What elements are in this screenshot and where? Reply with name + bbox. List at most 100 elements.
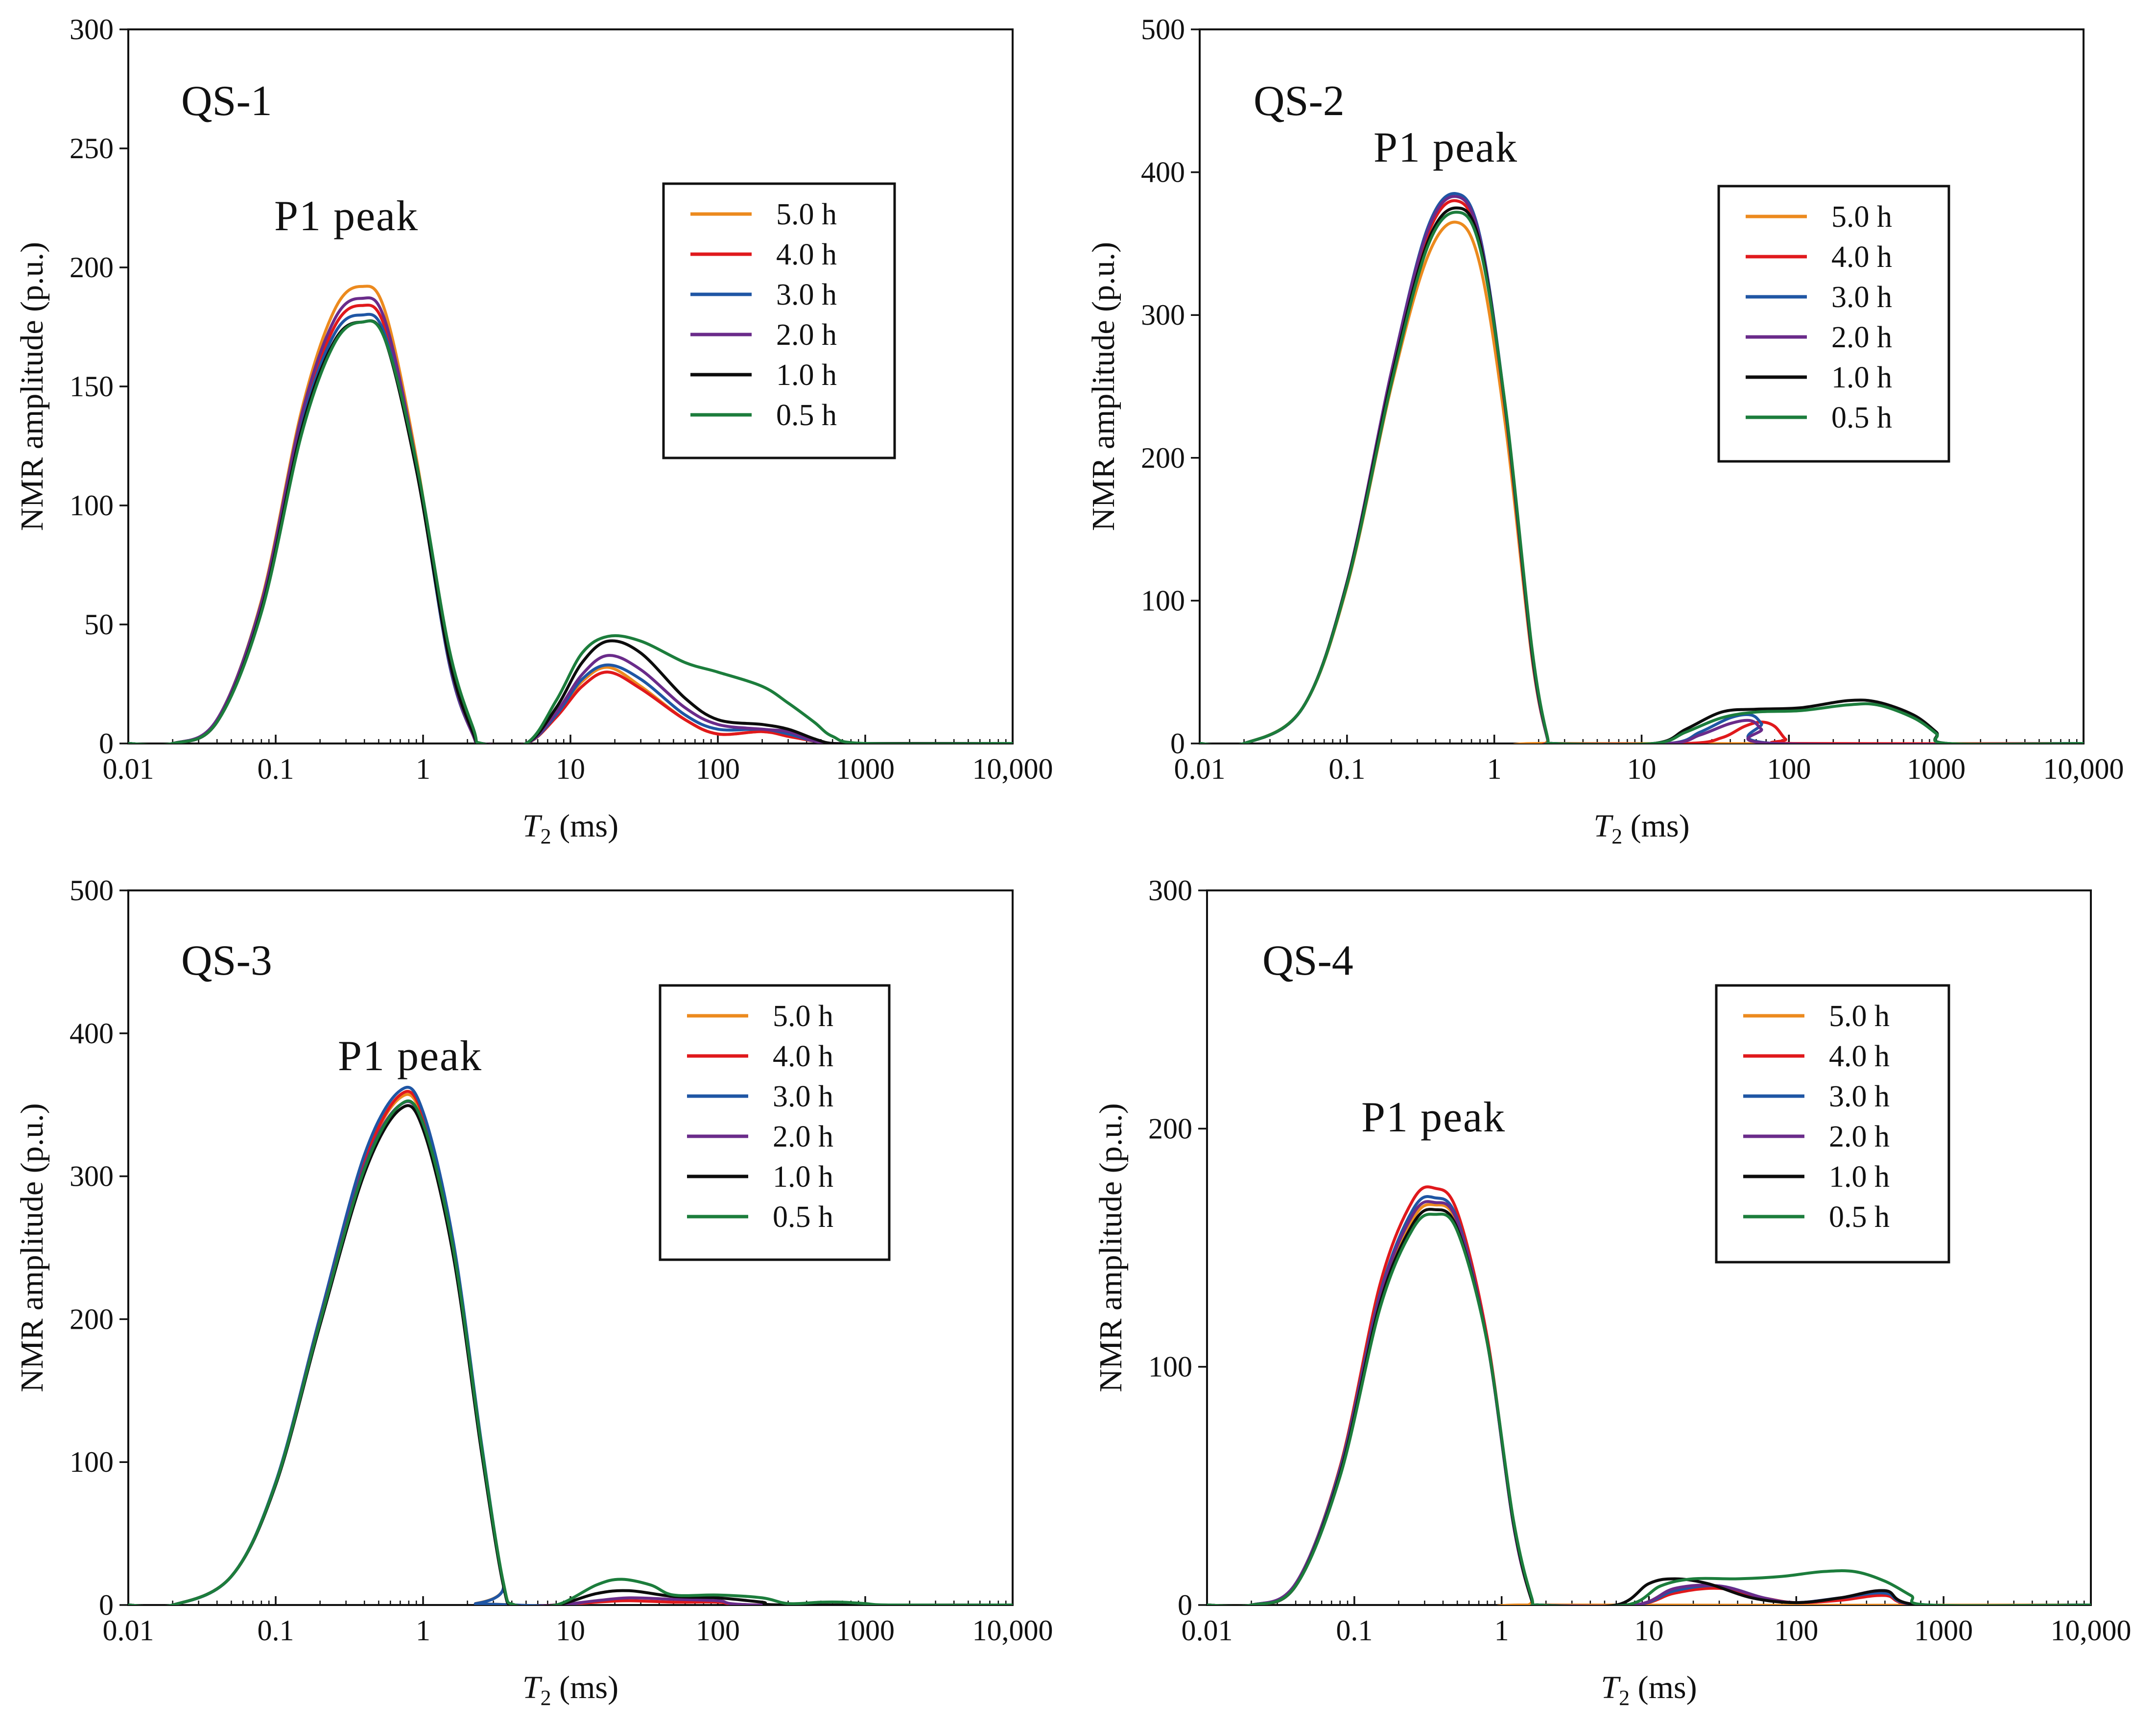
legend-label: 3.0 h <box>776 278 837 311</box>
legend-label: 0.5 h <box>773 1200 833 1234</box>
legend-label: 1.0 h <box>773 1160 833 1194</box>
x-tick-label: 100 <box>1774 1614 1818 1647</box>
y-tick-label: 50 <box>84 608 114 641</box>
x-axis-label-subscript: 2 <box>1619 1686 1630 1710</box>
y-tick-label: 0 <box>99 1589 114 1621</box>
series-lines <box>128 285 1013 743</box>
x-tick-label: 1000 <box>836 1614 895 1647</box>
x-tick-label: 10 <box>1635 1614 1664 1647</box>
x-tick-label: 0.01 <box>103 753 154 785</box>
y-tick-label: 200 <box>1141 442 1185 474</box>
legend-label: 5.0 h <box>1831 200 1892 234</box>
series-line-30h <box>1200 192 2084 743</box>
y-tick-label: 200 <box>70 1303 114 1335</box>
x-tick-label: 100 <box>696 1614 740 1647</box>
legend: 5.0 h 4.0 h 3.0 h 2.0 h 1.0 h 0.5 h <box>659 984 891 1261</box>
legend-label: 1.0 h <box>1831 361 1892 394</box>
legend-label: 3.0 h <box>1829 1080 1890 1113</box>
y-tick-label: 400 <box>70 1017 114 1050</box>
chart-panel-qs-2: 0.01 0.1 1 10 100 1000 10,000 0 100 200 300 400 500 T… <box>1086 13 2124 848</box>
panel-title: QS-4 <box>1262 937 1353 984</box>
x-axis-label-unit: (ms) <box>551 808 618 844</box>
y-tick-label: 500 <box>70 874 114 907</box>
y-tick-label: 0 <box>1178 1589 1192 1621</box>
y-tick-label: 200 <box>1148 1112 1192 1145</box>
x-axis-label-subscript: 2 <box>1611 824 1622 848</box>
legend-label: 2.0 h <box>776 318 837 352</box>
x-axis-label: T2 (ms) <box>1601 1670 1697 1710</box>
legend-label: 5.0 h <box>776 198 837 231</box>
legend-label: 0.5 h <box>776 399 837 432</box>
y-tick-label: 500 <box>1141 13 1185 46</box>
series-line-05h <box>128 319 1013 743</box>
x-tick-label: 1000 <box>836 753 895 785</box>
y-tick-label: 0 <box>1170 727 1185 760</box>
legend-label: 5.0 h <box>773 1000 833 1033</box>
y-tick-label: 100 <box>1148 1351 1192 1383</box>
legend-label: 1.0 h <box>776 359 837 392</box>
x-tick-label: 10 <box>1627 753 1657 785</box>
legend-label: 2.0 h <box>1829 1120 1890 1153</box>
y-tick-label: 300 <box>70 1160 114 1193</box>
y-tick-label: 150 <box>70 370 114 403</box>
legend-label: 3.0 h <box>1831 281 1892 314</box>
y-tick-label: 100 <box>1141 584 1185 617</box>
x-tick-label: 10,000 <box>972 1614 1053 1647</box>
y-tick-label: 100 <box>70 1446 114 1478</box>
series-line-10h <box>1200 206 2084 743</box>
x-tick-label: 1 <box>1487 753 1502 785</box>
series-line-05h <box>1200 211 2084 743</box>
series-line-50h <box>1207 1203 2091 1605</box>
series-line-05h <box>128 1099 1013 1605</box>
chart-panel-qs-3: 0.01 0.1 1 10 100 1000 10,000 0 100 200 300 400 500 T… <box>14 874 1053 1710</box>
legend-box <box>662 182 896 459</box>
legend-label: 1.0 h <box>1829 1160 1890 1194</box>
x-tick-label: 1000 <box>1907 753 1966 785</box>
x-axis-label-italic: T <box>522 808 543 844</box>
y-tick-label: 100 <box>70 489 114 522</box>
x-tick-label: 100 <box>1767 753 1811 785</box>
legend: 5.0 h 4.0 h 3.0 h 2.0 h 1.0 h 0.5 h <box>662 182 896 459</box>
legend-label: 5.0 h <box>1829 1000 1890 1033</box>
x-axis-label-unit: (ms) <box>1630 1670 1697 1705</box>
legend-label: 4.0 h <box>773 1040 833 1073</box>
x-axis-label-italic: T <box>1601 1670 1621 1705</box>
legend-label: 3.0 h <box>773 1080 833 1113</box>
y-tick-label: 400 <box>1141 156 1185 189</box>
y-tick-label: 300 <box>70 13 114 46</box>
legend-label: 2.0 h <box>773 1120 833 1153</box>
series-lines <box>128 1085 1013 1605</box>
y-tick-label: 0 <box>99 727 114 760</box>
y-axis-label: NMR amplitude (p.u.) <box>14 1103 50 1392</box>
x-axis-label-italic: T <box>1593 808 1613 844</box>
x-axis-label-unit: (ms) <box>1622 808 1689 844</box>
p1-peak-annotation: P1 peak <box>1361 1094 1506 1141</box>
x-axis-label-unit: (ms) <box>551 1670 618 1705</box>
series-line-30h <box>1207 1195 2091 1605</box>
chart-panel-qs-4: 0.01 0.1 1 10 100 1000 10,000 0 100 200 300 T2 (ms)… <box>1093 874 2132 1710</box>
x-tick-label: 10,000 <box>2051 1614 2132 1647</box>
x-axis-label-subscript: 2 <box>541 1686 551 1710</box>
y-tick-label: 200 <box>70 251 114 284</box>
x-tick-label: 10 <box>556 753 585 785</box>
x-tick-label: 0.1 <box>1328 753 1365 785</box>
x-tick-label: 0.1 <box>258 753 294 785</box>
x-axis-label-subscript: 2 <box>541 824 551 848</box>
x-tick-label: 1 <box>1494 1614 1509 1647</box>
series-line-10h <box>1207 1208 2091 1605</box>
x-tick-label: 0.01 <box>103 1614 154 1647</box>
legend-label: 0.5 h <box>1831 401 1892 434</box>
series-lines <box>1200 192 2084 743</box>
legend: 5.0 h 4.0 h 3.0 h 2.0 h 1.0 h 0.5 h <box>1717 185 1950 463</box>
y-tick-label: 300 <box>1148 874 1192 907</box>
x-tick-label: 0.1 <box>258 1614 294 1647</box>
x-tick-label: 100 <box>696 753 740 785</box>
panel-title: QS-1 <box>181 77 272 125</box>
legend-label: 2.0 h <box>1831 321 1892 354</box>
x-tick-label: 0.01 <box>1174 753 1226 785</box>
p1-peak-annotation: P1 peak <box>1374 124 1518 171</box>
legend-box <box>1717 185 1950 463</box>
x-tick-label: 1000 <box>1914 1614 1973 1647</box>
x-tick-label: 0.01 <box>1182 1614 1233 1647</box>
y-tick-label: 250 <box>70 132 114 165</box>
